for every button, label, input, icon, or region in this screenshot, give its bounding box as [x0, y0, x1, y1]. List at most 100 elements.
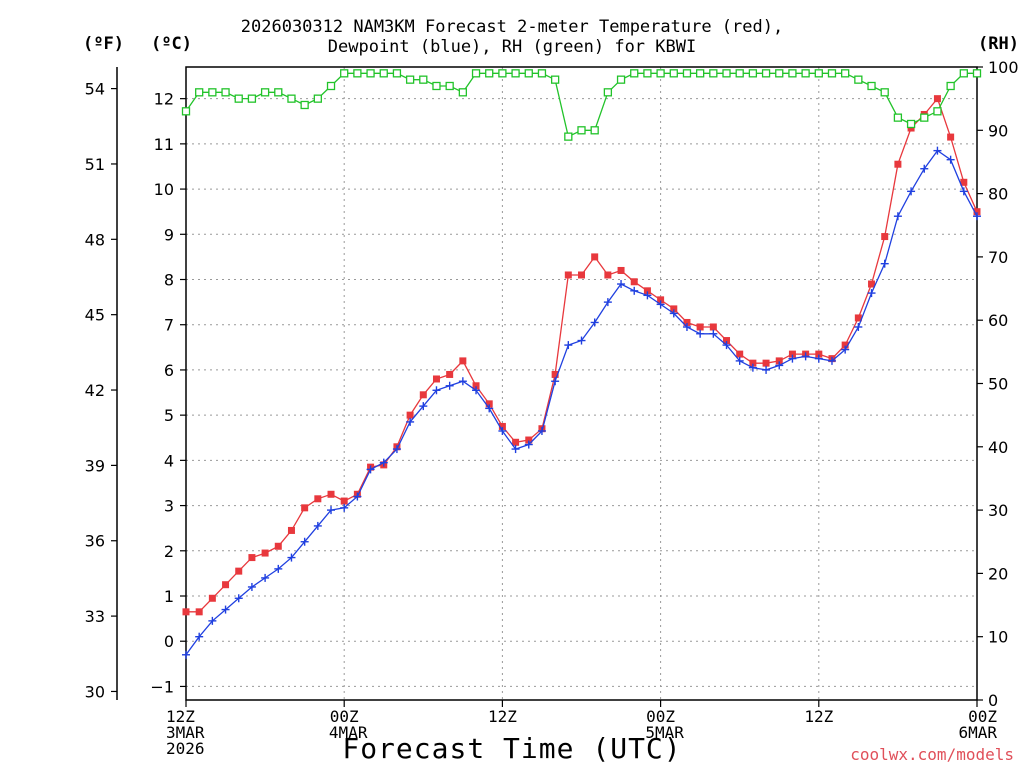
relative-humidity-point	[485, 69, 494, 78]
2-meter-temperature-point	[617, 266, 625, 274]
relative-humidity-point	[195, 88, 204, 97]
2-meter-temperature-point	[274, 542, 282, 550]
rh-tick-label: 30	[988, 501, 1008, 520]
relative-humidity-point	[287, 94, 296, 103]
relative-humidity-point	[682, 69, 692, 78]
celsius-tick-label: 0	[164, 632, 174, 651]
2-meter-temperature-point	[314, 495, 322, 503]
fahrenheit-tick-label: 30	[85, 682, 105, 701]
plot-frame	[185, 66, 978, 701]
relative-humidity-point	[656, 69, 665, 78]
relative-humidity-point	[234, 94, 243, 103]
x-tick-label: 3MAR	[166, 723, 205, 742]
2-meter-temperature-point	[960, 178, 968, 186]
relative-humidity-point	[564, 132, 573, 141]
fahrenheit-tick-label: 48	[85, 230, 105, 249]
dewpoint-point	[907, 187, 916, 196]
credit-link[interactable]: coolwx.com/models	[850, 745, 1014, 764]
2-meter-temperature-point	[432, 375, 440, 383]
2-meter-temperature-point	[868, 280, 876, 288]
fahrenheit-tick-label: 42	[85, 381, 105, 400]
celsius-unit-label: (ºC)	[151, 34, 192, 54]
dewpoint-point	[340, 503, 349, 512]
rh-tick-label: 40	[988, 438, 1008, 457]
dewpoint-point	[274, 564, 283, 573]
2-meter-temperature-point	[578, 271, 585, 279]
dewpoint-point	[722, 341, 731, 350]
dewpoint-point	[577, 336, 586, 345]
relative-humidity-point	[392, 69, 402, 78]
dewpoint-point	[327, 506, 336, 515]
relative-humidity-point	[247, 94, 257, 103]
relative-humidity-point	[696, 69, 705, 78]
dewpoint-point	[933, 146, 942, 155]
relative-humidity-point	[854, 75, 863, 84]
2-meter-temperature-point	[248, 554, 256, 562]
dewpoint-point	[617, 280, 626, 289]
relative-humidity-point	[788, 69, 797, 78]
2-meter-temperature-point	[208, 594, 216, 602]
dewpoint-point	[432, 386, 441, 395]
celsius-tick-label: 11	[154, 135, 174, 154]
2-meter-temperature-point	[670, 305, 678, 313]
dewpoint-point	[775, 361, 784, 370]
rh-tick-label: 10	[988, 628, 1008, 647]
chart-title-line-1: 2026030312 NAM3KM Forecast 2-meter Tempe…	[240, 17, 784, 37]
rh-tick-label: 20	[988, 564, 1008, 583]
2-meter-temperature-point	[749, 359, 757, 367]
relative-humidity-point	[353, 69, 362, 78]
dewpoint-point	[511, 445, 520, 454]
2-meter-temperature-line	[186, 97, 978, 613]
rh-tick-label: 60	[988, 311, 1008, 330]
dewpoint-point	[696, 329, 705, 338]
2-meter-temperature-point	[564, 271, 572, 279]
celsius-tick-label: 2	[164, 542, 174, 561]
dewpoint-point	[366, 465, 375, 474]
celsius-tick-label: 6	[164, 361, 174, 380]
2-meter-temperature-point	[591, 253, 599, 261]
dewpoint-point	[920, 164, 929, 173]
dewpoint-line	[185, 149, 978, 656]
2-meter-temperature-point	[736, 350, 744, 358]
relative-humidity-point	[761, 69, 771, 78]
dewpoint-point	[472, 386, 481, 395]
relative-humidity-point	[524, 69, 533, 78]
rh-tick-label: 0	[988, 691, 998, 710]
relative-humidity-point	[643, 69, 652, 78]
dewpoint-point	[762, 365, 771, 374]
series-layer	[181, 69, 982, 659]
dewpoint-point	[537, 426, 546, 435]
relative-humidity-point	[432, 81, 441, 91]
dewpoint-point	[234, 594, 243, 603]
relative-humidity-point	[959, 69, 968, 78]
relative-humidity-point	[550, 75, 560, 84]
2-meter-temperature-point	[551, 370, 559, 378]
dewpoint-point	[959, 187, 968, 196]
celsius-tick-label: 5	[164, 406, 174, 425]
dewpoint-point	[261, 573, 270, 582]
relative-humidity-point	[577, 126, 586, 135]
2-meter-temperature-point	[762, 359, 770, 367]
x-tick-label: 00Z	[646, 707, 675, 726]
dewpoint-point	[827, 356, 836, 365]
dewpoint-point	[748, 363, 757, 372]
dewpoint-point	[379, 458, 388, 467]
relative-humidity-point	[603, 88, 613, 97]
dewpoint-point	[287, 553, 296, 562]
2-meter-temperature-point	[604, 271, 612, 279]
2-meter-temperature-point	[498, 422, 506, 430]
2-meter-temperature-point	[933, 95, 941, 103]
2-meter-temperature-point	[287, 526, 295, 534]
2-meter-temperature-point	[643, 287, 651, 295]
2-meter-temperature-point	[881, 233, 889, 241]
dewpoint-point	[801, 352, 810, 361]
2-meter-temperature-point	[195, 608, 203, 616]
relative-humidity-point	[313, 94, 322, 103]
2-meter-temperature-point	[446, 370, 454, 378]
dewpoint-point	[656, 300, 665, 309]
dewpoint-point	[524, 440, 533, 449]
dewpoint-point	[247, 582, 256, 591]
relative-humidity-point	[616, 75, 626, 84]
dewpoint-point	[630, 286, 639, 295]
relative-humidity-point	[326, 81, 336, 91]
